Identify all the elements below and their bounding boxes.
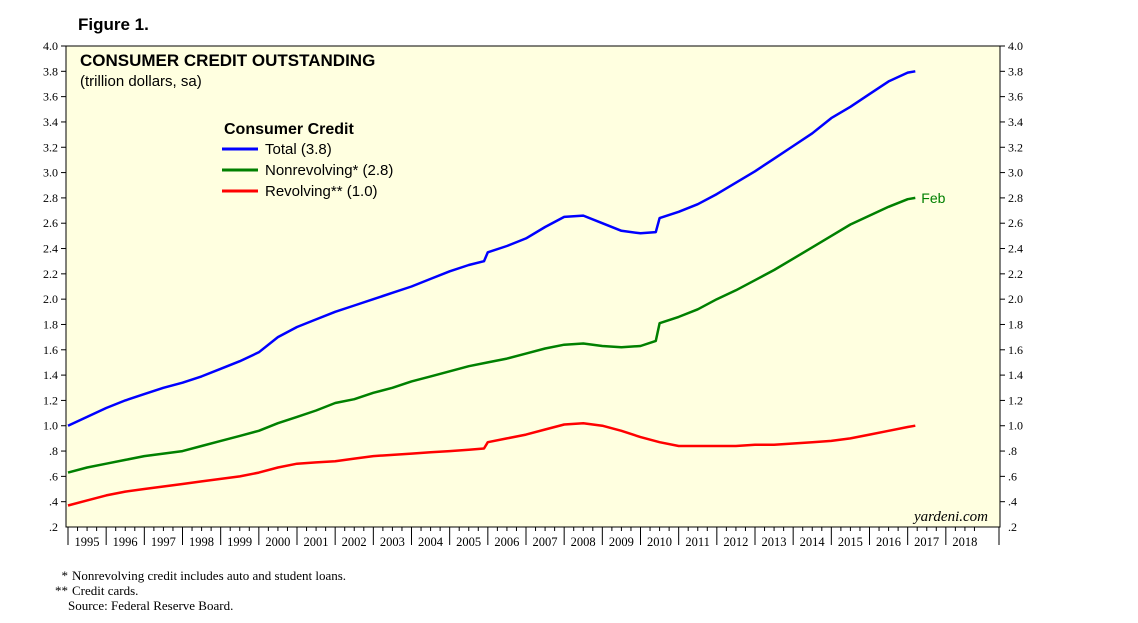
x-tick-label: 1999 (227, 535, 252, 549)
y-tick-label-left: 1.2 (43, 393, 58, 407)
x-tick-label: 2008 (571, 535, 596, 549)
watermark: yardeni.com (912, 509, 988, 525)
x-tick-label: 2017 (914, 535, 939, 549)
legend-label-total: Total (3.8) (265, 141, 332, 158)
y-tick-label-right: 3.6 (1008, 90, 1023, 104)
y-tick-label-right: 2.4 (1008, 242, 1023, 256)
y-tick-label-right: 3.8 (1008, 64, 1023, 78)
y-tick-label-left: 3.4 (43, 115, 58, 129)
y-tick-label-left: 1.6 (43, 343, 58, 357)
x-tick-label: 2013 (762, 535, 787, 549)
chart-subtitle: (trillion dollars, sa) (80, 73, 202, 90)
footnote-text: Nonrevolving credit includes auto and st… (72, 568, 347, 583)
x-tick-label: 2003 (380, 535, 405, 549)
y-tick-label-left: 2.6 (43, 216, 58, 230)
y-tick-label-right: 1.4 (1008, 368, 1023, 382)
end-annotation-feb: Feb (921, 190, 945, 206)
y-tick-label-left: 3.8 (43, 64, 58, 78)
y-tick-label-left: 1.4 (43, 368, 58, 382)
y-tick-label-right: 2.6 (1008, 216, 1023, 230)
footnote-revolving: ** Credit cards. (40, 583, 346, 598)
legend-title: Consumer Credit (224, 121, 354, 138)
y-tick-label-right: 1.0 (1008, 419, 1023, 433)
x-tick-label: 1997 (151, 535, 176, 549)
x-tick-label: 2014 (800, 535, 826, 549)
x-tick-label: 2010 (647, 535, 672, 549)
y-tick-label-right: 1.2 (1008, 393, 1023, 407)
series-line-nonrevolving (67, 196, 916, 474)
x-tick-label: 2002 (342, 535, 367, 549)
x-tick-label: 2000 (265, 535, 290, 549)
y-tick-label-right: 3.4 (1008, 115, 1023, 129)
y-tick-label-right: 1.6 (1008, 343, 1023, 357)
y-tick-label-left: .4 (49, 495, 58, 509)
x-tick-label: 1998 (189, 535, 214, 549)
footnote-text: Credit cards. (72, 583, 139, 598)
series-line-total (67, 70, 916, 427)
x-tick-label: 1996 (113, 535, 138, 549)
y-tick-label-right: 2.8 (1008, 191, 1023, 205)
y-tick-label-left: 1.0 (43, 419, 58, 433)
x-tick-label: 2006 (494, 535, 519, 549)
y-tick-label-right: 2.0 (1008, 292, 1023, 306)
legend: Consumer Credit Total (3.8) Nonrevolving*… (222, 121, 393, 200)
x-tick-label: 2018 (952, 535, 977, 549)
chart-title: CONSUMER CREDIT OUTSTANDING (80, 51, 375, 70)
footnote-mark: ** (55, 583, 68, 598)
y-tick-label-left: 4.0 (43, 39, 58, 53)
x-tick-label: 2007 (533, 535, 558, 549)
y-tick-label-right: 1.8 (1008, 317, 1023, 331)
y-tick-label-left: 3.2 (43, 140, 58, 154)
axes: .4 .4 .6 .6 .8 .8 1.0 1.0 1.2 1.2 1.4 1.4 1.6 1.6 1.8 1… (43, 39, 1023, 549)
y-tick-label-right: 2.2 (1008, 267, 1023, 281)
y-tick-label-left: 3.0 (43, 166, 58, 180)
plot-background (65, 45, 1001, 528)
x-tick-label: 2009 (609, 535, 634, 549)
y-tick-label-left: 2.4 (43, 242, 58, 256)
x-tick-label: 1995 (75, 535, 100, 549)
y-tick-label-right: .8 (1008, 444, 1017, 458)
y-tick-label-right: .6 (1008, 469, 1017, 483)
x-tick-label: 2012 (723, 535, 748, 549)
footnote-nonrevolving: * Nonrevolving credit includes auto and … (40, 568, 347, 583)
y-tick-label-left: 3.6 (43, 90, 58, 104)
legend-label-revolving: Revolving** (1.0) (265, 183, 378, 200)
y-tick-label-left: 2.8 (43, 191, 58, 205)
source-note: Source: Federal Reserve Board. (68, 598, 234, 613)
y-tick-label-left: .8 (49, 444, 58, 458)
y-tick-label-left: 2.2 (43, 267, 58, 281)
x-tick-label: 2005 (456, 535, 481, 549)
y-tick-label-right: 3.2 (1008, 140, 1023, 154)
footnote-mark: * (61, 568, 69, 583)
y-tick-label-left-bottom: .2 (49, 520, 58, 534)
x-tick-label: 2001 (304, 535, 329, 549)
footnotes: * Nonrevolving credit includes auto and … (40, 568, 346, 613)
y-tick-label-right: 4.0 (1008, 39, 1023, 53)
y-tick-label-right-bottom: .2 (1008, 520, 1017, 534)
y-tick-label-right: 3.0 (1008, 166, 1023, 180)
y-tick-label-right: .4 (1008, 495, 1017, 509)
figure-label: Figure 1. (78, 15, 149, 34)
x-tick-label: 2004 (418, 535, 444, 549)
x-tick-label: 2015 (838, 535, 863, 549)
x-tick-label: 2011 (685, 535, 710, 549)
series-layer (67, 70, 916, 507)
series-line-revolving (67, 421, 916, 507)
y-tick-label-left: .6 (49, 469, 58, 483)
y-tick-label-left: 2.0 (43, 292, 58, 306)
x-tick-label: 2016 (876, 535, 901, 549)
y-tick-label-left: 1.8 (43, 317, 58, 331)
consumer-credit-chart: .4 .4 .6 .6 .8 .8 1.0 1.0 1.2 1.2 1.4 1.4 1.6 1.6 1.8 1… (43, 39, 1023, 549)
legend-label-nonrevolving: Nonrevolving* (2.8) (265, 162, 393, 179)
